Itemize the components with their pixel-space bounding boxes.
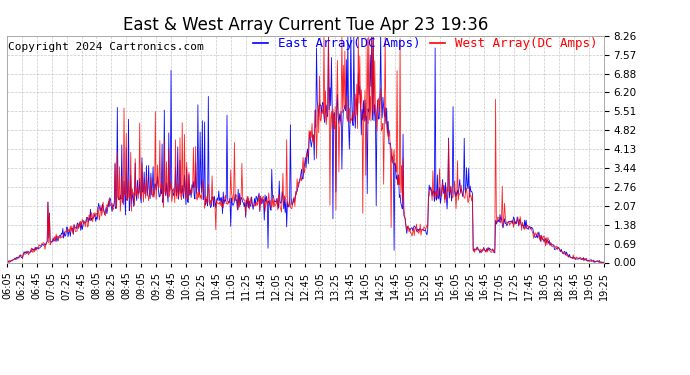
- Text: Copyright 2024 Cartronics.com: Copyright 2024 Cartronics.com: [8, 42, 204, 52]
- Title: East & West Array Current Tue Apr 23 19:36: East & West Array Current Tue Apr 23 19:…: [123, 16, 488, 34]
- Legend: East Array(DC Amps), West Array(DC Amps): East Array(DC Amps), West Array(DC Amps): [253, 38, 598, 50]
